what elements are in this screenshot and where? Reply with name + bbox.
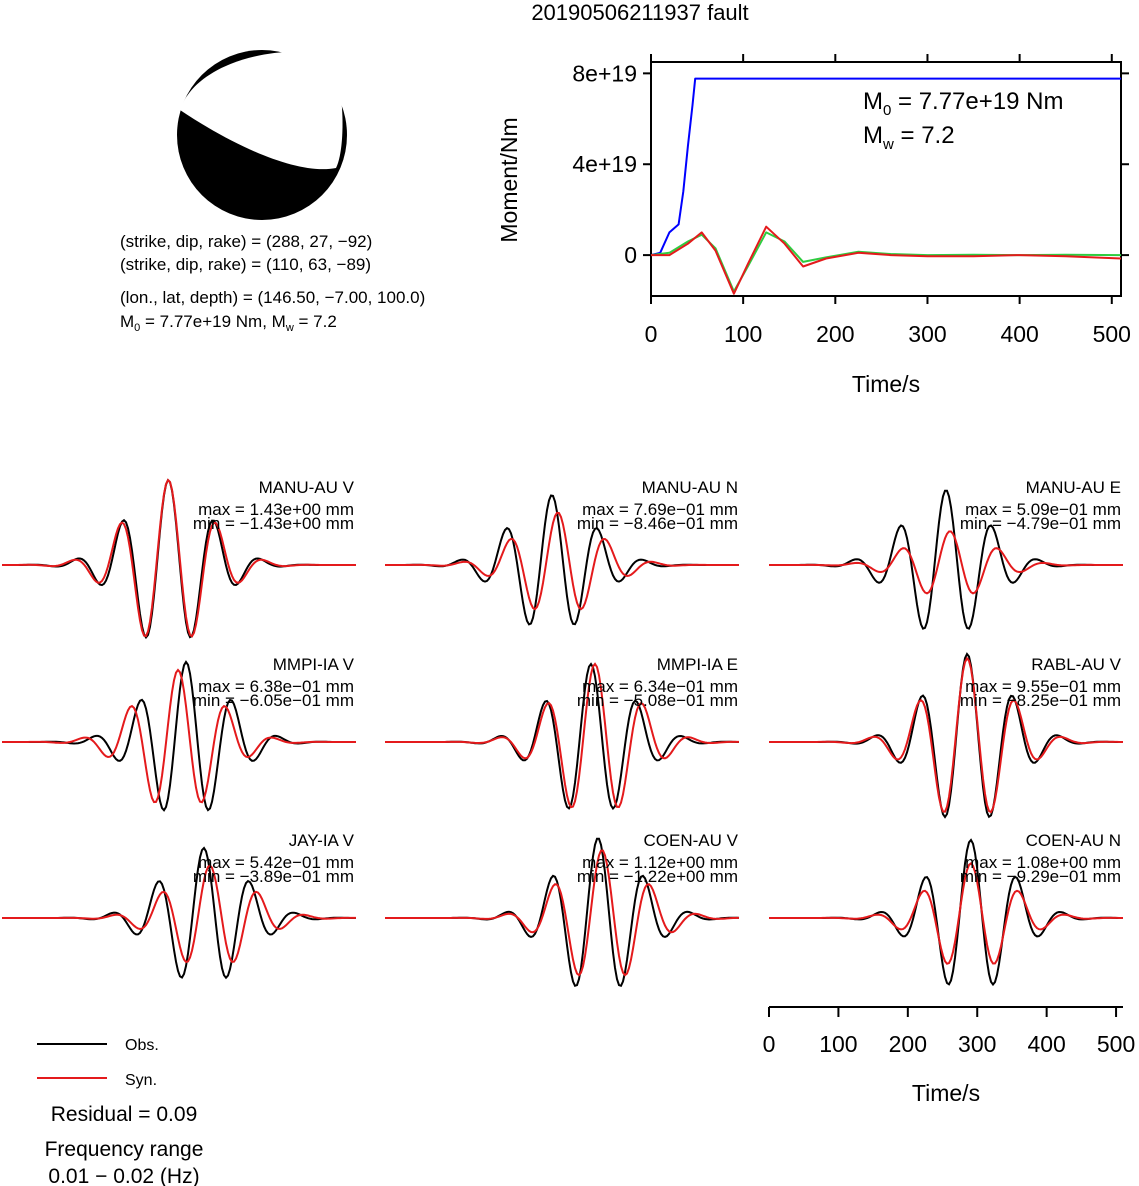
trace-max-label: max = 6.34e−01 mm bbox=[582, 677, 738, 696]
trace-station-label: RABL-AU V bbox=[1031, 655, 1121, 674]
trace-max-label: max = 9.55e−01 mm bbox=[965, 677, 1121, 696]
trace-max-label: max = 5.09e−01 mm bbox=[965, 500, 1121, 519]
trace-max-label: max = 5.42e−01 mm bbox=[198, 853, 354, 872]
trace-min-label: min = −8.25e−01 mm bbox=[960, 691, 1121, 710]
traces-xtick-label: 0 bbox=[763, 1031, 776, 1057]
residual-text: Residual = 0.09 bbox=[51, 1103, 198, 1126]
moment-series-0 bbox=[650, 77, 1121, 257]
trace-max-label: max = 6.38e−01 mm bbox=[198, 677, 354, 696]
traces-xtick-label: 100 bbox=[819, 1031, 857, 1057]
frequency-range: 0.01 − 0.02 (Hz) bbox=[48, 1165, 199, 1186]
figure-title: 20190506211937 fault bbox=[531, 0, 748, 25]
traces-time-axis: Time/s 0 100 200 300 400 500 bbox=[763, 1006, 1135, 1106]
moment-series-2 bbox=[651, 225, 1122, 295]
trace-min-label: min = −1.43e+00 mm bbox=[193, 514, 354, 533]
trace-station-label: MANU-AU N bbox=[642, 478, 738, 497]
trace-station-label: JAY-IA V bbox=[289, 831, 355, 850]
moment-xlabel: Time/s bbox=[852, 371, 920, 397]
trace-max-label: max = 1.12e+00 mm bbox=[582, 853, 738, 872]
trace-min-label: min = −6.05e−01 mm bbox=[193, 691, 354, 710]
trace-syn-line bbox=[385, 662, 739, 809]
trace-station-label: MMPI-IA V bbox=[273, 655, 355, 674]
moment-xtick-label: 500 bbox=[1093, 321, 1131, 347]
beachball bbox=[177, 50, 347, 220]
trace-station-label: MMPI-IA E bbox=[657, 655, 738, 674]
trace-max-label: max = 7.69e−01 mm bbox=[582, 500, 738, 519]
trace-station-label: COEN-AU V bbox=[644, 831, 739, 850]
legend-syn-label: Syn. bbox=[125, 1072, 157, 1089]
trace-station-label: COEN-AU N bbox=[1026, 831, 1121, 850]
moment-xtick-label: 300 bbox=[908, 321, 946, 347]
trace-min-label: min = −4.79e−01 mm bbox=[960, 514, 1121, 533]
moment-annotation-m0: M0 = 7.77e+19 Nm bbox=[863, 88, 1063, 119]
moment-axes: 0 4e+19 8e+19 0 100 200 300 400 500 bbox=[572, 54, 1131, 347]
trace-max-label: max = 1.08e+00 mm bbox=[965, 853, 1121, 872]
trace-syn-line bbox=[769, 530, 1123, 595]
moment-ytick-label: 4e+19 bbox=[572, 151, 637, 177]
trace-min-label: min = −3.89e−01 mm bbox=[193, 867, 354, 886]
location-depth: (lon., lat, depth) = (146.50, −7.00, 100… bbox=[120, 288, 425, 307]
trace-syn-line bbox=[385, 849, 739, 977]
trace-min-label: min = −1.22e+00 mm bbox=[577, 867, 738, 886]
moment-ytick-label: 0 bbox=[624, 242, 637, 268]
traces-xtick-label: 300 bbox=[958, 1031, 996, 1057]
trace-syn-line bbox=[769, 862, 1123, 965]
trace-syn-line bbox=[385, 511, 739, 611]
moment-ylabel: Moment/Nm bbox=[496, 117, 522, 242]
trace-syn-line bbox=[2, 864, 356, 964]
trace-max-label: max = 1.43e+00 mm bbox=[198, 500, 354, 519]
trace-station-label: MANU-AU V bbox=[259, 478, 355, 497]
moment-xtick-label: 0 bbox=[645, 321, 658, 347]
moment-ytick-label: 8e+19 bbox=[572, 60, 637, 86]
trace-syn-line bbox=[769, 656, 1123, 814]
moment-xtick-label: 400 bbox=[1000, 321, 1038, 347]
trace-station-label: MANU-AU E bbox=[1026, 478, 1121, 497]
traces-xtick-label: 400 bbox=[1027, 1031, 1065, 1057]
legend-obs-label: Obs. bbox=[125, 1037, 159, 1054]
nodal-plane-1: (strike, dip, rake) = (288, 27, −92) bbox=[120, 232, 372, 251]
moment-series bbox=[650, 77, 1122, 295]
moment-series-1 bbox=[650, 231, 1122, 293]
moment-xtick-label: 100 bbox=[724, 321, 762, 347]
moment-magnitude-summary: M0 = 7.77e+19 Nm, Mw = 7.2 bbox=[120, 312, 337, 334]
trace-min-label: min = −8.46e−01 mm bbox=[577, 514, 738, 533]
moment-panel: 0 4e+19 8e+19 0 100 200 300 400 500 Moment/Nm Ti… bbox=[496, 54, 1131, 397]
moment-xtick-label: 200 bbox=[816, 321, 854, 347]
nodal-plane-2: (strike, dip, rake) = (110, 63, −89) bbox=[120, 255, 371, 274]
frequency-title: Frequency range bbox=[45, 1138, 204, 1161]
traces-xtick-label: 200 bbox=[889, 1031, 927, 1057]
trace-min-label: min = −9.29e−01 mm bbox=[960, 867, 1121, 886]
beachball-info: (strike, dip, rake) = (288, 27, −92) (st… bbox=[120, 232, 425, 334]
trace-syn-line bbox=[2, 668, 356, 804]
trace-syn-line bbox=[2, 478, 356, 638]
traces-xtick-label: 500 bbox=[1097, 1031, 1135, 1057]
traces-xlabel: Time/s bbox=[912, 1080, 980, 1106]
legend: Obs. Syn. bbox=[37, 1037, 159, 1089]
moment-annotation-mw: Mw = 7.2 bbox=[863, 122, 955, 153]
trace-min-label: min = −5.08e−01 mm bbox=[577, 691, 738, 710]
beachball-dilatational bbox=[180, 51, 343, 170]
moment-plot-frame bbox=[650, 61, 1122, 297]
